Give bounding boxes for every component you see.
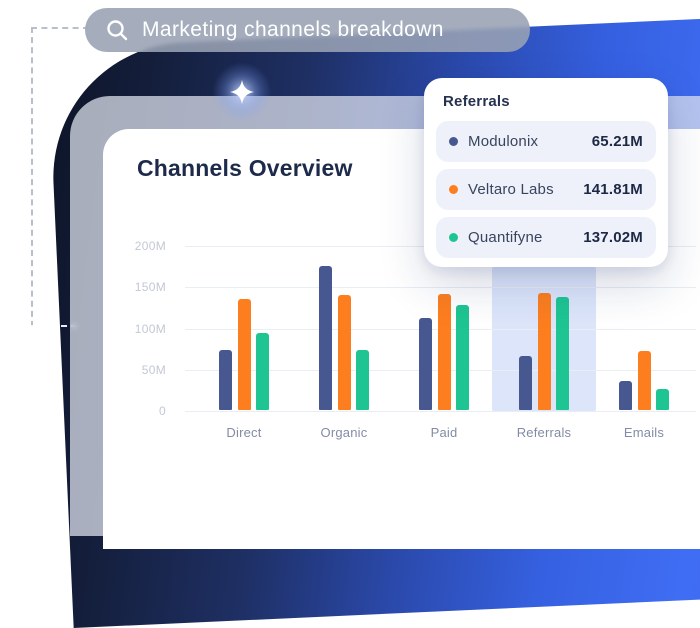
series-name: Veltaro Labs xyxy=(468,181,554,198)
series-dot-icon xyxy=(449,233,458,242)
bar-direct-veltaro-labs[interactable] xyxy=(237,299,251,410)
bar-paid-modulonix[interactable] xyxy=(419,318,432,410)
bar-direct-modulonix[interactable] xyxy=(219,350,232,410)
dashed-guide-stub xyxy=(31,325,77,327)
tooltip-row: Quantifyne 137.02M xyxy=(436,217,656,258)
series-value: 65.21M xyxy=(591,133,643,150)
bar-paid-veltaro-labs[interactable] xyxy=(437,294,451,410)
series-value: 141.81M xyxy=(583,181,643,198)
bar-referrals-quantifyne[interactable] xyxy=(556,297,569,410)
bar-organic-modulonix[interactable] xyxy=(319,266,332,410)
tooltip-row: Modulonix 65.21M xyxy=(436,121,656,162)
search-icon xyxy=(106,19,129,42)
series-dot-icon xyxy=(449,185,458,194)
series-name: Modulonix xyxy=(468,133,539,150)
bar-emails-veltaro-labs[interactable] xyxy=(637,351,651,410)
bar-emails-quantifyne[interactable] xyxy=(656,389,669,410)
chart-tooltip: Referrals Modulonix 65.21M Veltaro Labs 141… xyxy=(424,78,668,267)
page-title: Channels Overview xyxy=(137,155,353,181)
series-value: 137.02M xyxy=(583,229,643,246)
bar-referrals-modulonix[interactable] xyxy=(519,356,532,410)
search-query-text: Marketing channels breakdown xyxy=(142,18,444,41)
bar-organic-veltaro-labs[interactable] xyxy=(337,295,351,410)
search-bar[interactable]: Marketing channels breakdown xyxy=(85,8,530,52)
series-name: Quantifyne xyxy=(468,229,543,246)
dashed-guide-frame xyxy=(31,27,89,327)
bar-emails-modulonix[interactable] xyxy=(619,381,632,410)
bar-direct-quantifyne[interactable] xyxy=(256,333,269,410)
series-dot-icon xyxy=(449,137,458,146)
bar-referrals-veltaro-labs[interactable] xyxy=(537,293,551,410)
sparkle-icon xyxy=(212,62,272,122)
bar-organic-quantifyne[interactable] xyxy=(356,350,369,410)
bar-paid-quantifyne[interactable] xyxy=(456,305,469,410)
tooltip-title: Referrals xyxy=(443,93,510,110)
tooltip-row: Veltaro Labs 141.81M xyxy=(436,169,656,210)
